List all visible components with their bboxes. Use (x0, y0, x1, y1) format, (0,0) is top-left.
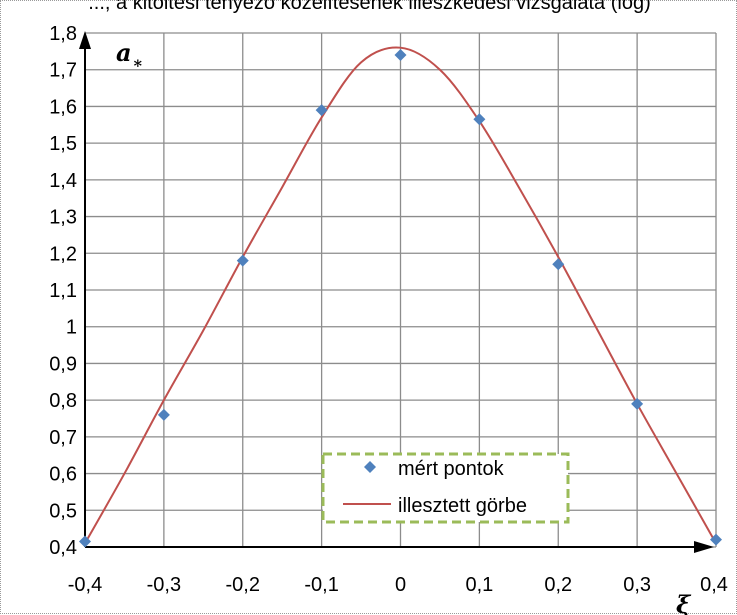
axes (79, 31, 714, 553)
x-tick-label-8: 0,4 (700, 574, 728, 596)
fitted-curve-layer (84, 46, 717, 544)
y-axis-label: a * (116, 38, 143, 75)
fitted-curve-line (84, 46, 717, 544)
x-tick-label-5: 0,1 (465, 574, 493, 596)
data-point-4 (394, 49, 407, 62)
data-point-8 (710, 533, 722, 546)
y-tick-label-4: 0,8 (49, 390, 77, 412)
data-point-2 (236, 254, 249, 267)
x-tick-label-1: -0,3 (147, 574, 181, 596)
y-axis-arrow-icon (79, 31, 91, 49)
data-point-1 (157, 408, 170, 421)
chart-caption: ..., a kitöltési tényező közelítésének i… (88, 0, 651, 14)
x-axis-label: ξ (676, 590, 692, 615)
x-tick-labels: -0,4 -0,3 -0,2 -0,1 0 0,1 0,2 0,3 0,4 (68, 574, 728, 596)
data-point-5 (473, 113, 486, 126)
y-tick-label-13: 1,7 (49, 60, 77, 82)
y-tick-label-1: 0,5 (49, 500, 77, 522)
x-tick-label-0: -0,4 (68, 574, 102, 596)
y-tick-label-2: 0,6 (49, 464, 77, 486)
x-tick-label-6: 0,2 (544, 574, 572, 596)
y-tick-label-9: 1,3 (49, 207, 77, 229)
y-tick-label-3: 0,7 (49, 427, 77, 449)
x-tick-label-2: -0,2 (226, 574, 260, 596)
y-axis-label-subscript: * (134, 56, 143, 75)
y-tick-label-7: 1,1 (49, 280, 77, 302)
legend-marker-diamond-icon (364, 461, 376, 473)
legend-box (321, 452, 570, 524)
legend-label-measured: mért pontok (398, 458, 505, 480)
y-tick-label-10: 1,4 (49, 170, 77, 192)
measured-points-layer (79, 49, 722, 548)
data-point-7 (631, 397, 644, 410)
x-tick-label-4: 0 (395, 574, 406, 596)
y-tick-labels: 0,4 0,5 0,6 0,7 0,8 0,9 1 1,1 1,2 1,3 1,4 1,5 1,6 1,7… (49, 23, 77, 559)
data-point-3 (315, 104, 328, 117)
x-tick-label-7: 0,3 (623, 574, 651, 596)
x-tick-label-3: -0,1 (304, 574, 338, 596)
data-point-0 (79, 535, 91, 548)
y-tick-label-0: 0,4 (49, 537, 77, 559)
y-tick-label-12: 1,6 (49, 96, 77, 118)
x-axis-arrow-icon (694, 541, 714, 553)
y-tick-label-14: 1,8 (49, 23, 77, 45)
y-axis-label-main: a (116, 38, 132, 67)
y-tick-label-6: 1 (66, 317, 77, 339)
legend: mért pontok illesztett görbe (321, 452, 570, 524)
data-point-6 (552, 258, 565, 271)
y-tick-label-8: 1,2 (49, 243, 77, 265)
y-tick-label-5: 0,9 (49, 353, 77, 375)
y-tick-label-11: 1,5 (49, 133, 77, 155)
legend-label-fitted: illesztett görbe (398, 495, 527, 517)
